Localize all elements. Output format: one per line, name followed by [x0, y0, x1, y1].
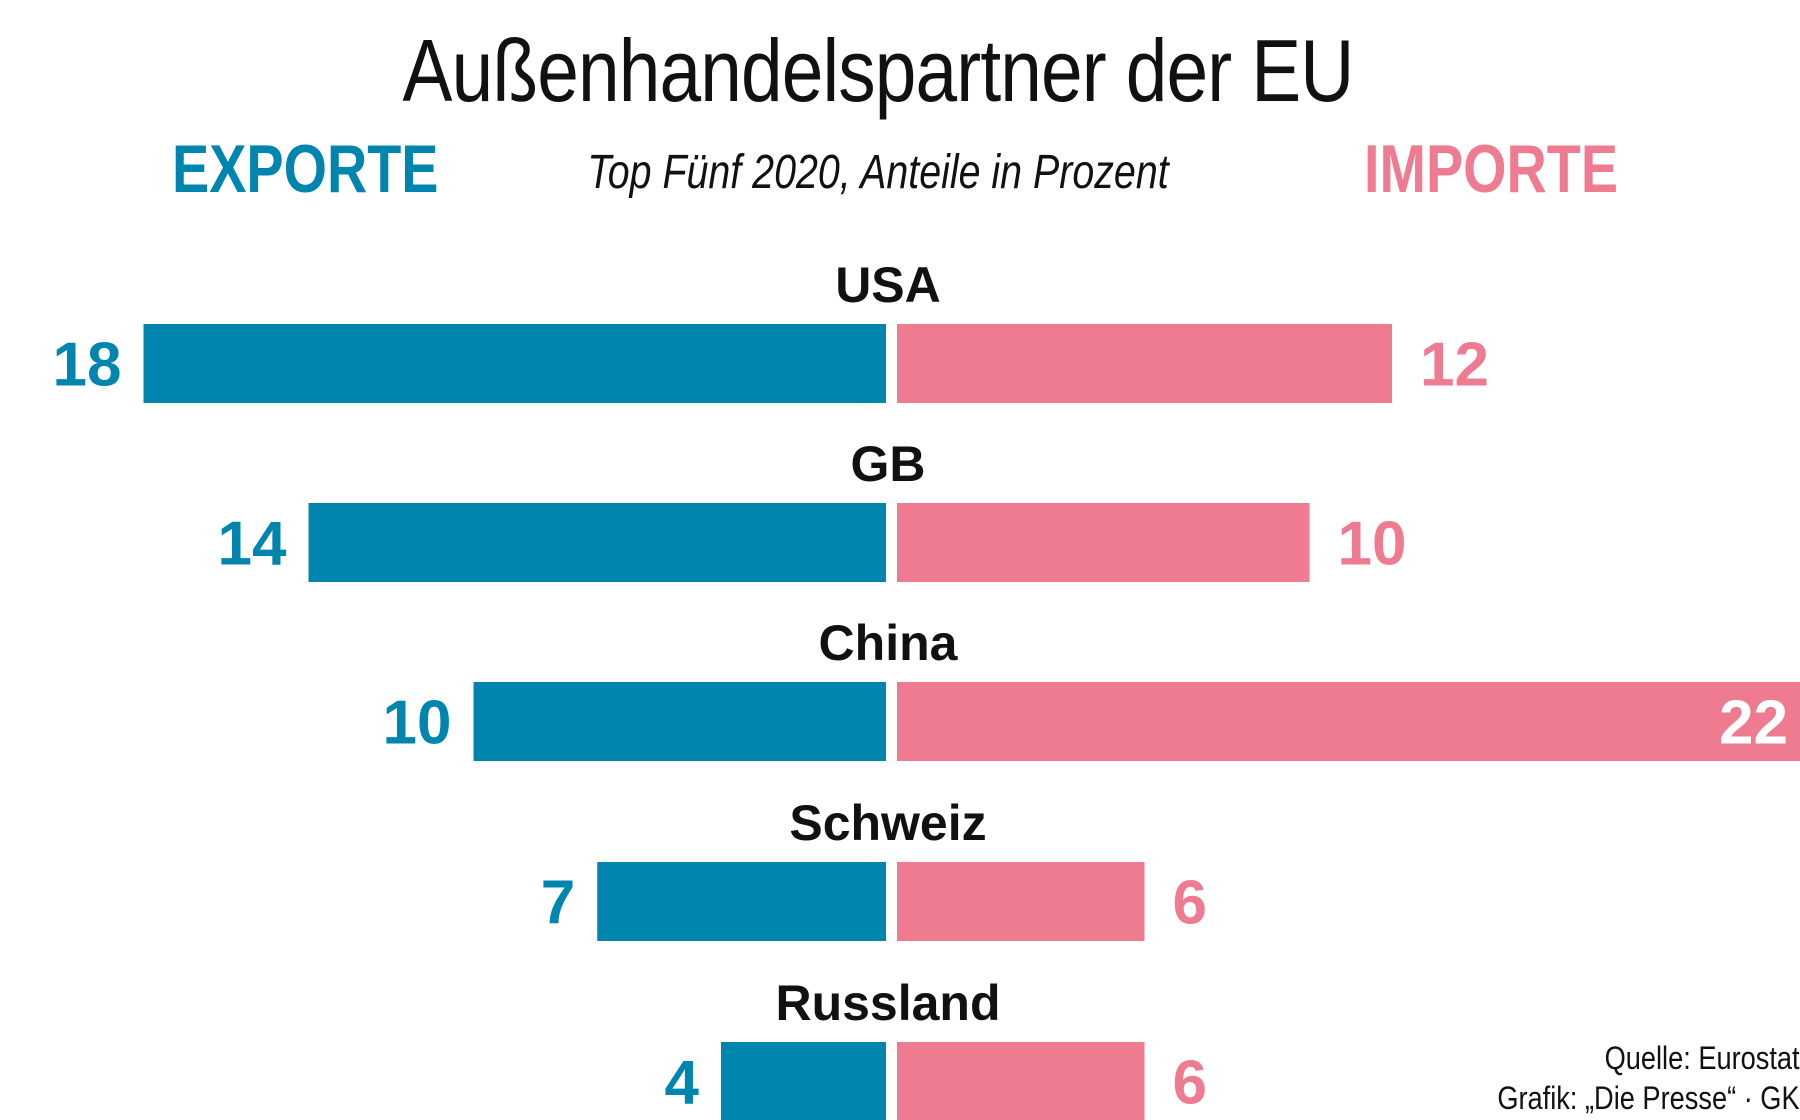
- export-bar: [597, 862, 886, 941]
- export-bar: [473, 682, 886, 761]
- category-label: Schweiz: [789, 795, 986, 851]
- export-value-label: 4: [665, 1049, 700, 1118]
- chart-subtitle: Top Fünf 2020, Anteile in Prozent: [587, 146, 1169, 199]
- category-label: GB: [851, 436, 926, 492]
- import-value-label: 12: [1420, 331, 1489, 400]
- import-value-label: 6: [1173, 1049, 1207, 1118]
- category-label: USA: [835, 257, 941, 313]
- import-bar: [897, 503, 1310, 582]
- category-label: China: [819, 615, 959, 671]
- import-value-label: 10: [1338, 510, 1407, 579]
- import-value-label: 6: [1173, 869, 1207, 938]
- export-value-label: 18: [53, 331, 122, 400]
- export-value-label: 14: [218, 510, 287, 579]
- source-note: Quelle: Eurostat Grafik: „Die Presse“ · …: [1498, 1038, 1800, 1118]
- export-bar: [143, 324, 886, 403]
- export-bar: [308, 503, 886, 582]
- export-bar: [721, 1042, 886, 1120]
- import-bar: [897, 324, 1392, 403]
- import-bar: [897, 682, 1800, 761]
- source-text: Quelle: Eurostat: [1604, 1040, 1800, 1076]
- import-bar: [897, 1042, 1145, 1120]
- legend-imports: IMPORTE: [1364, 131, 1619, 207]
- import-value-label: 22: [1719, 689, 1788, 758]
- import-bar: [897, 862, 1145, 941]
- legend-exports: EXPORTE: [172, 131, 439, 207]
- chart-title: Außenhandelspartner der EU: [402, 21, 1355, 120]
- category-label: Russland: [775, 975, 1000, 1031]
- export-value-label: 10: [383, 689, 452, 758]
- export-value-label: 7: [541, 869, 575, 938]
- credit-text: Grafik: „Die Presse“ · GK: [1497, 1080, 1800, 1116]
